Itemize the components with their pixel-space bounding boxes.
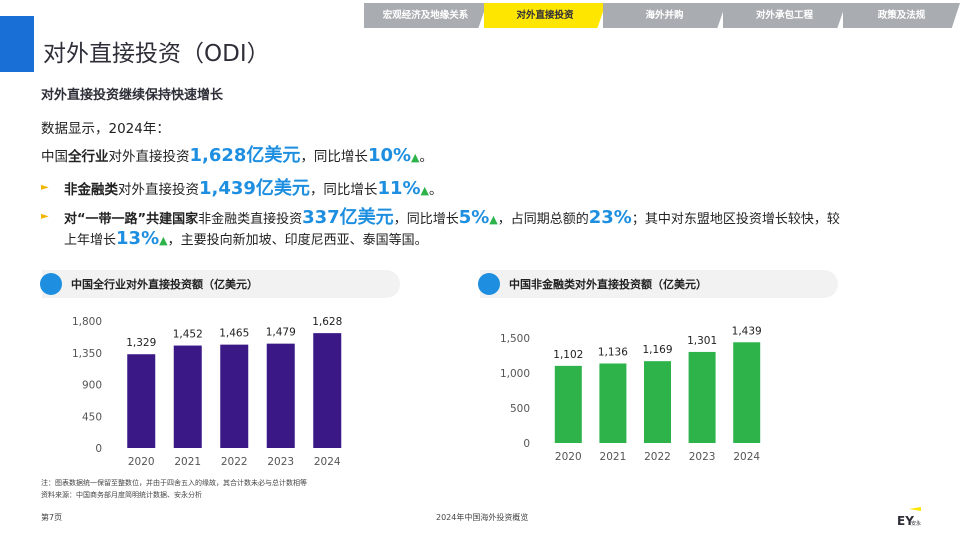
tab-contracting[interactable]: 对外承包工程 xyxy=(723,3,846,28)
tab-macro[interactable]: 宏观经济及地缘关系 xyxy=(364,3,487,28)
data-label: 1,452 xyxy=(173,329,203,341)
x-tick-label: 2021 xyxy=(174,456,201,468)
up-arrow-icon: ▲ xyxy=(420,184,429,197)
x-tick-label: 2024 xyxy=(733,451,760,463)
y-tick-label: 1,000 xyxy=(500,368,530,380)
section-subtitle: 对外直接投资继续保持快速增长 xyxy=(41,88,224,103)
text-segment: ，同比增长 xyxy=(393,212,459,227)
tab-policy[interactable]: 政策及法规 xyxy=(843,3,960,28)
text-segment: ，同比增长 xyxy=(309,182,378,198)
bar-chart-all-industry: 0 450 900 1,350 1,800 1,329 2020 1,452 2021 1,465… xyxy=(72,316,342,468)
tab-overseas-ma[interactable]: 海外并购 xyxy=(603,3,726,28)
bullet-icon: ► xyxy=(41,211,49,222)
bar xyxy=(733,342,761,443)
text-segment: 非金融类 xyxy=(64,182,118,198)
x-tick-label: 2024 xyxy=(314,456,341,468)
x-tick-label: 2020 xyxy=(128,456,155,468)
title-accent-bar xyxy=(0,16,34,72)
highlight-value: 337亿美元 xyxy=(302,207,394,228)
stat-line-belt-road: 对“一带一路”共建国家非金融类直接投资337亿美元，同比增长5%▲，占同期总额的… xyxy=(64,203,840,229)
data-label: 1,439 xyxy=(732,325,762,337)
data-label: 1,102 xyxy=(553,349,583,361)
text-segment: 上年增长 xyxy=(64,233,117,248)
y-tick-label: 0 xyxy=(523,438,530,450)
text-segment: 。 xyxy=(429,182,443,198)
chart-header-non-financial: 中国非金融类对外直接投资额（亿美元） xyxy=(478,270,838,298)
text-segment: 对外直接投资 xyxy=(118,182,199,198)
data-label: 1,301 xyxy=(687,335,717,347)
x-tick-label: 2023 xyxy=(689,451,716,463)
stat-line-all-industry: 中国全行业对外直接投资1,628亿美元，同比增长10%▲。 xyxy=(41,141,433,167)
text-segment: ，主要投向新加坡、印度尼西亚、泰国等国。 xyxy=(167,233,428,248)
y-tick-label: 500 xyxy=(510,403,530,415)
chart-header-all-industry: 中国全行业对外直接投资额（亿美元） xyxy=(40,270,400,298)
highlight-value: 1,439亿美元 xyxy=(199,178,310,199)
data-label: 1,479 xyxy=(266,327,296,339)
text-segment: 全行业 xyxy=(68,149,109,165)
bar xyxy=(599,363,627,443)
chart-note: 注：图表数据统一保留至整数位，并由于四舍五入的缘故，其合计数未必与总计数相等 xyxy=(41,479,307,487)
highlight-value: 23% xyxy=(588,207,632,228)
chart-title: 中国全行业对外直接投资额（亿美元） xyxy=(71,278,258,291)
y-tick-label: 1,350 xyxy=(72,348,102,360)
bar xyxy=(127,354,156,448)
svg-text:EY: EY xyxy=(897,514,914,528)
x-tick-label: 2021 xyxy=(600,451,627,463)
y-tick-label: 450 xyxy=(82,411,102,423)
x-tick-label: 2022 xyxy=(644,451,671,463)
bar xyxy=(173,345,202,448)
bar xyxy=(266,343,295,448)
y-tick-label: 1,500 xyxy=(500,333,530,345)
x-tick-label: 2023 xyxy=(267,456,294,468)
bar-chart-non-financial: 0 500 1,000 1,500 1,102 2020 1,136 2021 1,169 202… xyxy=(500,325,762,463)
data-label: 1,136 xyxy=(598,346,628,358)
text-segment: 非金融类直接投资 xyxy=(198,212,303,227)
highlight-value: 11% xyxy=(377,178,421,199)
intro-text: 数据显示，2024年： xyxy=(41,121,170,137)
stat-line-non-financial: 非金融类对外直接投资1,439亿美元，同比增长11%▲。 xyxy=(64,174,443,200)
x-tick-label: 2022 xyxy=(221,456,248,468)
up-arrow-icon: ▲ xyxy=(159,234,168,247)
x-tick-label: 2020 xyxy=(555,451,582,463)
data-label: 1,465 xyxy=(219,328,249,340)
text-segment: ；其中对东盟地区投资增长较快，较 xyxy=(631,212,840,227)
up-arrow-icon: ▲ xyxy=(411,151,420,164)
text-segment: ，占同期总额的 xyxy=(497,212,589,227)
data-label: 1,329 xyxy=(126,337,156,349)
text-segment: 。 xyxy=(419,149,434,165)
text-segment: ，同比增长 xyxy=(300,149,368,165)
ey-logo: EY 安永 xyxy=(897,507,921,529)
tab-odi[interactable]: 对外直接投资 xyxy=(484,3,606,28)
data-label: 1,169 xyxy=(642,344,672,356)
data-label: 1,628 xyxy=(312,316,342,328)
highlight-value: 10% xyxy=(367,145,412,166)
circle-icon xyxy=(478,273,500,295)
bar xyxy=(644,361,671,443)
y-tick-label: 1,800 xyxy=(72,316,102,328)
highlight-value: 1,628亿美元 xyxy=(189,145,301,166)
page-title: 对外直接投资（ODI） xyxy=(43,41,270,67)
bullet-icon: ► xyxy=(41,182,49,193)
highlight-value: 13% xyxy=(116,228,160,249)
bar xyxy=(220,344,249,448)
bar xyxy=(688,351,716,443)
page-number: 第7页 xyxy=(41,513,63,522)
text-segment: 对外直接投资 xyxy=(108,149,190,165)
svg-text:安永: 安永 xyxy=(911,520,921,527)
bar xyxy=(554,365,582,443)
up-arrow-icon: ▲ xyxy=(489,213,498,226)
footer-title: 2024年中国海外投资概览 xyxy=(436,513,529,522)
bar xyxy=(313,333,342,448)
circle-icon xyxy=(40,273,62,295)
data-source: 资料来源：中国商务部月度简明统计数据、安永分析 xyxy=(41,491,202,499)
y-tick-label: 900 xyxy=(82,380,102,392)
highlight-value: 5% xyxy=(458,207,490,228)
stat-line-asean: 上年增长13%▲，主要投向新加坡、印度尼西亚、泰国等国。 xyxy=(64,228,428,249)
chart-title: 中国非金融类对外直接投资额（亿美元） xyxy=(509,278,707,291)
text-segment: 中国 xyxy=(41,149,68,165)
y-tick-label: 0 xyxy=(95,443,102,455)
text-segment: 对“一带一路”共建国家 xyxy=(64,212,199,227)
ey-logo-icon: EY 安永 xyxy=(897,507,921,528)
